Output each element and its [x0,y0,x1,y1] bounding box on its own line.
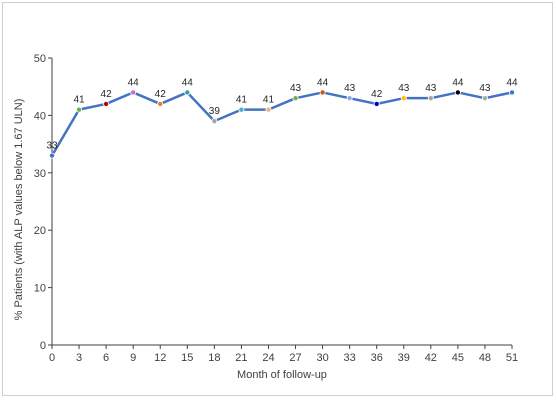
x-tick-label: 9 [130,352,136,364]
data-label: 42 [155,89,167,100]
y-tick-label: 0 [40,340,46,352]
data-label: 44 [506,77,518,88]
x-tick-label: 21 [235,352,247,364]
x-tick-label: 24 [262,352,274,364]
data-label: 42 [371,89,383,100]
x-tick-label: 27 [289,352,301,364]
data-point [211,118,218,125]
x-tick-label: 48 [479,352,491,364]
data-label: 41 [236,95,248,106]
data-label: 33 [46,141,58,152]
data-point [76,106,83,113]
data-point [265,106,272,113]
data-label: 43 [425,83,437,94]
x-tick-label: 15 [181,352,193,364]
y-axis-title: % Patients (with ALP values below 1.67 U… [13,99,25,321]
data-label: 41 [263,95,275,106]
x-tick-label: 33 [344,352,356,364]
data-label: 44 [128,77,140,88]
x-tick-label: 0 [49,352,55,364]
data-point [157,100,164,107]
series-line [50,91,513,157]
data-point [103,100,110,107]
series-layer: 33 41 42 44 42 44 39 41 41 43 44 43 42 43 43 44 43 44 [46,77,518,159]
data-label: 44 [182,77,194,88]
y-tick-label: 20 [34,225,46,237]
data-label: 44 [317,77,329,88]
data-point [508,89,515,96]
y-tick-label: 30 [34,168,46,180]
data-point [400,95,407,102]
data-point [130,89,137,96]
data-label: 43 [479,83,491,94]
data-label: 43 [290,83,302,94]
data-label: 39 [209,106,221,117]
y-tick-label: 40 [34,110,46,122]
data-point [373,100,380,107]
data-point [292,95,299,102]
x-tick-label: 30 [316,352,328,364]
x-tick-label: 39 [398,352,410,364]
data-point [49,152,56,159]
x-tick-label: 51 [506,352,518,364]
x-tick-label: 6 [103,352,109,364]
data-point [238,106,245,113]
x-tick-label: 18 [208,352,220,364]
x-tick-label: 45 [452,352,464,364]
data-point [454,89,461,96]
y-tick-label: 50 [34,53,46,65]
data-label: 43 [344,83,356,94]
data-point [346,95,353,102]
x-tick-label: 42 [425,352,437,364]
data-point [184,89,191,96]
data-label: 41 [73,95,85,106]
data-label: 43 [398,83,410,94]
x-axis-title: Month of follow-up [237,369,327,381]
data-point [319,89,326,96]
data-label: 44 [452,77,464,88]
chart-frame [2,2,553,396]
data-point [427,95,434,102]
x-tick-label: 3 [76,352,82,364]
data-label: 42 [101,89,113,100]
x-tick-label: 36 [371,352,383,364]
y-tick-label: 10 [34,283,46,295]
data-point [481,95,488,102]
x-tick-label: 12 [154,352,166,364]
